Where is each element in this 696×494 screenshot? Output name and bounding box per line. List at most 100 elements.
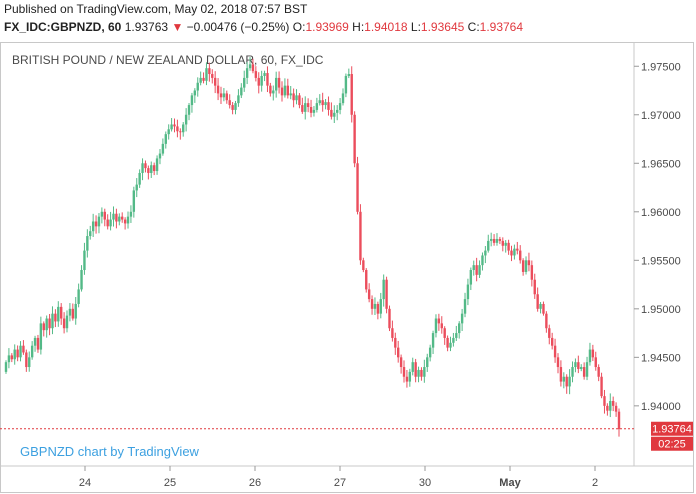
candle-body — [577, 362, 580, 369]
candle-body — [611, 400, 615, 406]
last-price: 1.93763 — [124, 20, 169, 34]
candle-body — [16, 349, 19, 358]
candle-body — [548, 328, 551, 338]
candle-body — [426, 357, 429, 368]
candle-body — [144, 163, 147, 169]
candle-body — [260, 75, 263, 86]
candle-body — [414, 362, 417, 377]
close-label: C: — [467, 20, 480, 34]
candle-body — [603, 396, 606, 406]
candle-body — [231, 105, 234, 110]
candle-body — [213, 77, 217, 86]
low-value: 1.93645 — [420, 20, 465, 34]
candle-body — [600, 376, 603, 397]
price-tick-label: 1.96000 — [641, 207, 681, 219]
candle-body — [33, 337, 37, 346]
candle-body — [399, 357, 403, 368]
open-value: 1.93969 — [305, 20, 349, 34]
current-price-label: 1.93764 — [652, 424, 692, 436]
candle-body — [362, 260, 365, 271]
candle-body — [440, 323, 443, 329]
candle-body — [397, 347, 400, 358]
candle-body — [240, 87, 243, 96]
watermark-label: GBPNZD chart by TradingView — [20, 444, 200, 459]
time-tick-label: 24 — [79, 477, 91, 489]
candle-body — [202, 77, 205, 81]
candle-body — [431, 333, 435, 348]
candle-body — [574, 362, 577, 368]
candle-body — [411, 362, 414, 372]
candle-body — [347, 74, 351, 76]
candle-body — [208, 68, 211, 75]
candle-body — [385, 279, 388, 309]
candle-body — [97, 216, 101, 227]
candle-body — [39, 323, 43, 350]
candle-body — [521, 260, 525, 272]
candle-body — [481, 255, 484, 266]
candle-body — [391, 328, 394, 338]
candle-body — [489, 238, 493, 241]
candle-body — [248, 64, 252, 69]
candle-body — [519, 250, 522, 261]
candle-body — [13, 349, 16, 360]
candle-body — [266, 73, 269, 86]
candle-body — [338, 103, 342, 110]
candle-body — [115, 213, 118, 222]
candle-body — [455, 333, 458, 338]
candle-body — [295, 95, 298, 101]
candle-body — [437, 318, 441, 324]
candle-body — [478, 265, 481, 275]
candle-body — [173, 124, 176, 127]
candle-body — [184, 114, 188, 125]
candle-body — [89, 231, 92, 237]
candle-body — [150, 165, 153, 173]
candle-body — [152, 165, 156, 172]
price-axis: 1.97500 1.97000 1.96500 1.96000 1.95500 1.950… — [634, 61, 681, 413]
candle-body — [158, 153, 162, 159]
candle-body — [469, 270, 473, 285]
candle-body — [379, 299, 382, 314]
low-label: L: — [410, 20, 421, 34]
candle-body — [179, 131, 182, 133]
candle-body — [237, 95, 240, 104]
candle-body — [388, 308, 391, 329]
candle-body — [4, 362, 8, 372]
arrow-down-icon: ▼ — [171, 20, 184, 34]
candle-body — [367, 289, 371, 300]
time-tick-label: 25 — [164, 477, 176, 489]
candle-body — [475, 265, 478, 275]
candle-body — [501, 240, 504, 246]
candle-body — [460, 313, 464, 324]
candle-body — [7, 355, 11, 363]
candle-body — [219, 93, 223, 98]
candle-body — [370, 299, 374, 309]
chart-frame — [0, 42, 694, 493]
candle-body — [272, 90, 275, 94]
candle-body — [335, 109, 339, 113]
price-tick-label: 1.97500 — [641, 61, 681, 73]
candle-body — [487, 240, 490, 251]
candle-body — [106, 219, 109, 227]
candle-body — [585, 362, 589, 377]
candle-body — [327, 102, 330, 110]
candle-body — [559, 367, 563, 382]
candle-body — [147, 168, 150, 173]
candle-body — [182, 124, 185, 133]
candle-body — [68, 308, 72, 316]
candle-body — [94, 221, 98, 227]
candle-body — [292, 93, 295, 101]
symbol-info: FX_IDC:GBPNZD, 60 1.93763 ▼ −0.00476 (−0… — [4, 20, 523, 34]
candle-body — [74, 303, 77, 319]
candle-body — [205, 68, 208, 81]
candle-body — [597, 367, 600, 377]
candle-body — [565, 376, 568, 387]
candle-body — [100, 211, 104, 217]
candle-body — [350, 74, 353, 115]
current-price-tag — [651, 421, 693, 436]
candle-body — [199, 77, 202, 83]
candle-body — [51, 313, 54, 329]
candle-body — [77, 289, 80, 304]
candle-body — [211, 74, 214, 78]
candle-body — [550, 337, 554, 346]
